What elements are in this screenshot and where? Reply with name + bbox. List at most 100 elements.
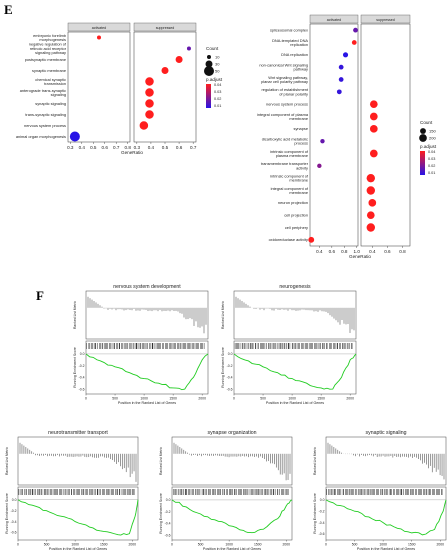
es-curve <box>233 353 357 390</box>
y-category-label: process <box>294 141 308 146</box>
x-axis-label: GeneRatio <box>121 150 143 155</box>
data-point <box>308 236 315 243</box>
es-tick-label: -0.4 <box>319 521 325 525</box>
y-category-label: cell projection <box>284 213 308 218</box>
y-category-label: dicarboxylic acid metabolic <box>262 136 308 141</box>
gsea-title: nervous system development <box>113 284 181 290</box>
es-tick-label: -0.4 <box>165 522 171 526</box>
x-tick-label: 500 <box>198 543 204 547</box>
panel-letter-e: E <box>4 2 13 17</box>
legend-padj-colorbar <box>420 151 425 175</box>
data-point <box>369 149 378 158</box>
es-tick-label: -0.2 <box>319 509 325 513</box>
data-point <box>320 138 325 144</box>
y-category-label: negative regulation of <box>29 42 67 47</box>
x-tick-label: 0 <box>233 397 235 401</box>
data-point <box>342 52 349 58</box>
es-tick-label: -0.4 <box>11 520 17 524</box>
x-tick-label: 0 <box>325 543 327 547</box>
x-tick-label: 0.3 <box>134 145 141 150</box>
x-tick-label: 2000 <box>346 397 354 401</box>
facet-strip-label: suppressed <box>376 18 395 22</box>
y-category-label: animal organ morphogenesis <box>16 134 66 139</box>
y-category-label: activity <box>296 165 308 170</box>
facet-strip <box>67 22 131 32</box>
ranked-list-panel <box>325 436 447 486</box>
x-tick-label: 500 <box>112 397 118 401</box>
y-category-label: oxidoreductase activity <box>269 237 308 242</box>
gsea-plot: neurogenesis Ranked List Metric Running En… <box>221 284 357 405</box>
y-category-label: membrane <box>289 178 308 183</box>
y-category-label: replication <box>290 42 308 47</box>
y-category-label: regulation of establishment <box>262 87 309 92</box>
x-tick-label: 1000 <box>379 543 387 547</box>
x-tick-label: 1500 <box>317 397 325 401</box>
y-category-label: plasma membrane <box>276 153 308 158</box>
y-category-label: membrane <box>289 190 308 195</box>
x-tick-label: 0.6 <box>329 249 336 254</box>
es-tick-label: 0.0 <box>166 498 171 502</box>
data-point <box>145 88 154 97</box>
y-category-label: synaptic signaling <box>35 101 66 106</box>
facet-panel <box>360 23 411 247</box>
data-point <box>338 77 344 82</box>
legend-count-label: 150 <box>429 129 436 134</box>
es-tick-label: -0.4 <box>227 376 233 380</box>
es-tick-label: -0.6 <box>227 387 233 391</box>
es-tick-label: -0.2 <box>11 509 17 513</box>
y-category-label: anterograde trans-synaptic <box>20 88 66 93</box>
legend-padj-title: p.adjust <box>206 77 223 82</box>
y-category-label: planar cell polarity pathway <box>261 79 308 84</box>
x-tick-label: 0.6 <box>384 249 391 254</box>
gsea-title: neurotransmitter transport <box>48 430 108 436</box>
data-point <box>366 211 375 220</box>
y-category-label: neuron projection <box>278 200 308 205</box>
x-tick-label: 500 <box>352 543 358 547</box>
data-point <box>317 163 322 169</box>
data-point <box>139 121 149 130</box>
es-tick-label: -0.2 <box>79 364 85 368</box>
x-tick-label: 2000 <box>129 543 137 547</box>
y-category-label: nervous system process <box>24 123 66 128</box>
legend-count-label: 10 <box>215 55 220 60</box>
x-axis-label: Position in the Ranked List of Genes <box>357 547 415 550</box>
x-tick-label: 0 <box>85 397 87 401</box>
x-axis-label: GeneRatio <box>349 254 371 259</box>
legend-padj-label: 0.02 <box>428 164 435 168</box>
x-tick-label: 0 <box>17 543 19 547</box>
facet-strip <box>360 14 411 24</box>
x-tick-label: 0.4 <box>316 249 323 254</box>
es-ylabel: Running Enrichment Score <box>5 493 9 534</box>
x-tick-label: 0.7 <box>190 145 197 150</box>
es-ylabel: Running Enrichment Score <box>159 493 163 534</box>
chart-f-gsea-plots: nervous system development Ranked List Me… <box>5 284 447 550</box>
y-category-label: pathway <box>294 67 309 72</box>
legend-count-title: Count <box>206 46 219 51</box>
data-point <box>338 64 344 70</box>
y-category-label: intrinsic component of <box>270 149 309 154</box>
x-tick-label: 0.7 <box>113 145 120 150</box>
x-tick-label: 0.4 <box>148 145 155 150</box>
gsea-title: neurogenesis <box>279 284 311 290</box>
y-category-label: Wnt signaling pathway, <box>268 75 308 80</box>
x-tick-label: 1.0 <box>354 249 361 254</box>
x-tick-label: 0.5 <box>162 145 169 150</box>
x-tick-label: 0.8 <box>399 249 406 254</box>
ranked-list-ylabel: Ranked List Metric <box>313 447 317 475</box>
legend-count-dot <box>420 128 426 134</box>
data-point <box>369 100 378 109</box>
y-category-label: trans-synaptic signaling <box>25 112 66 117</box>
y-category-label: integral component of plasma <box>257 112 309 117</box>
data-point <box>161 67 169 74</box>
es-curve <box>325 499 447 536</box>
data-point <box>366 223 375 232</box>
x-axis-label: Position in the Ranked List of Genes <box>49 547 107 550</box>
legend-padj-label: 0.01 <box>428 171 435 175</box>
es-curve <box>171 499 293 534</box>
x-tick-label: 0.6 <box>176 145 183 150</box>
x-tick-label: 500 <box>44 543 50 547</box>
legend-count-dot <box>419 134 427 142</box>
y-category-label: of planar polarity <box>279 91 308 96</box>
facet-strip-label: activated <box>92 26 106 30</box>
es-tick-label: 0.0 <box>12 498 17 502</box>
